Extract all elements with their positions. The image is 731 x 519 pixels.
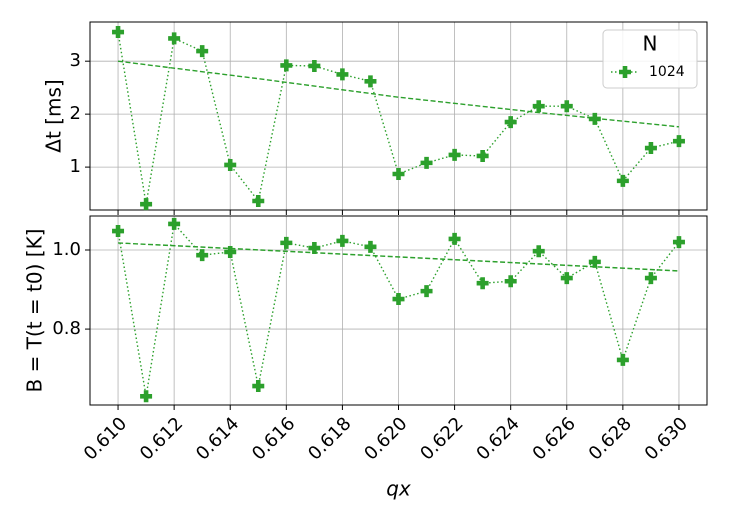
x-axis-label: qx — [386, 477, 411, 501]
data-marker — [140, 390, 153, 403]
x-tick-label: 0.618 — [304, 413, 355, 464]
data-marker — [392, 293, 405, 306]
y-axis-label: B = T(t = t0) [K] — [23, 229, 47, 393]
data-marker — [504, 116, 517, 129]
data-marker — [364, 240, 377, 253]
data-marker — [616, 174, 629, 187]
x-tick-label: 0.622 — [416, 413, 467, 464]
data-marker — [280, 59, 293, 72]
data-marker — [644, 272, 657, 285]
y-tick-label: 1 — [70, 156, 81, 177]
data-marker — [616, 353, 629, 366]
data-marker — [644, 142, 657, 155]
data-marker — [196, 249, 209, 262]
x-tick-label: 0.612 — [136, 413, 187, 464]
data-marker — [308, 242, 321, 255]
data-marker — [560, 100, 573, 113]
x-tick-label: 0.624 — [472, 413, 523, 464]
data-marker — [420, 156, 433, 169]
data-marker — [224, 158, 237, 171]
data-marker — [476, 149, 489, 162]
legend-marker — [619, 66, 631, 78]
data-marker — [252, 194, 265, 207]
data-marker — [112, 26, 125, 39]
data-marker — [252, 380, 265, 393]
data-marker — [672, 236, 685, 249]
legend-title: N — [643, 32, 658, 56]
data-marker — [532, 245, 545, 258]
x-tick-label: 0.614 — [192, 413, 243, 464]
data-marker — [476, 277, 489, 290]
data-marker — [560, 272, 573, 285]
x-tick-label: 0.630 — [641, 413, 692, 464]
plot-frame — [89, 21, 708, 211]
data-marker — [448, 148, 461, 161]
data-marker — [420, 285, 433, 298]
data-marker — [448, 232, 461, 245]
fit-line — [117, 60, 680, 128]
x-tick-label: 0.616 — [248, 413, 299, 464]
x-tick-label: 0.620 — [360, 413, 411, 464]
plot-frame — [89, 215, 708, 406]
data-marker — [392, 167, 405, 180]
data-marker — [112, 225, 125, 238]
legend-label: 1024 — [649, 64, 685, 80]
data-marker — [168, 217, 181, 230]
y-tick-label: 1.0 — [52, 239, 81, 260]
data-marker — [168, 32, 181, 45]
data-marker — [224, 245, 237, 258]
x-tick-label: 0.628 — [585, 413, 636, 464]
data-marker — [672, 135, 685, 148]
data-marker — [504, 275, 517, 288]
data-line — [117, 31, 680, 205]
data-marker — [196, 45, 209, 58]
data-marker — [308, 59, 321, 72]
y-tick-label: 2 — [70, 103, 81, 124]
data-marker — [280, 236, 293, 249]
y-tick-label: 0.8 — [52, 318, 81, 339]
data-marker — [336, 68, 349, 81]
data-marker — [532, 100, 545, 113]
data-marker — [588, 255, 601, 268]
y-axis-label: Δt [ms] — [42, 79, 66, 152]
x-tick-label: 0.610 — [80, 413, 131, 464]
fit-line — [118, 242, 679, 272]
data-marker — [140, 198, 153, 211]
y-tick-label: 3 — [70, 50, 81, 71]
x-tick-label: 0.626 — [529, 413, 580, 464]
data-marker — [364, 75, 377, 88]
data-marker — [336, 234, 349, 247]
